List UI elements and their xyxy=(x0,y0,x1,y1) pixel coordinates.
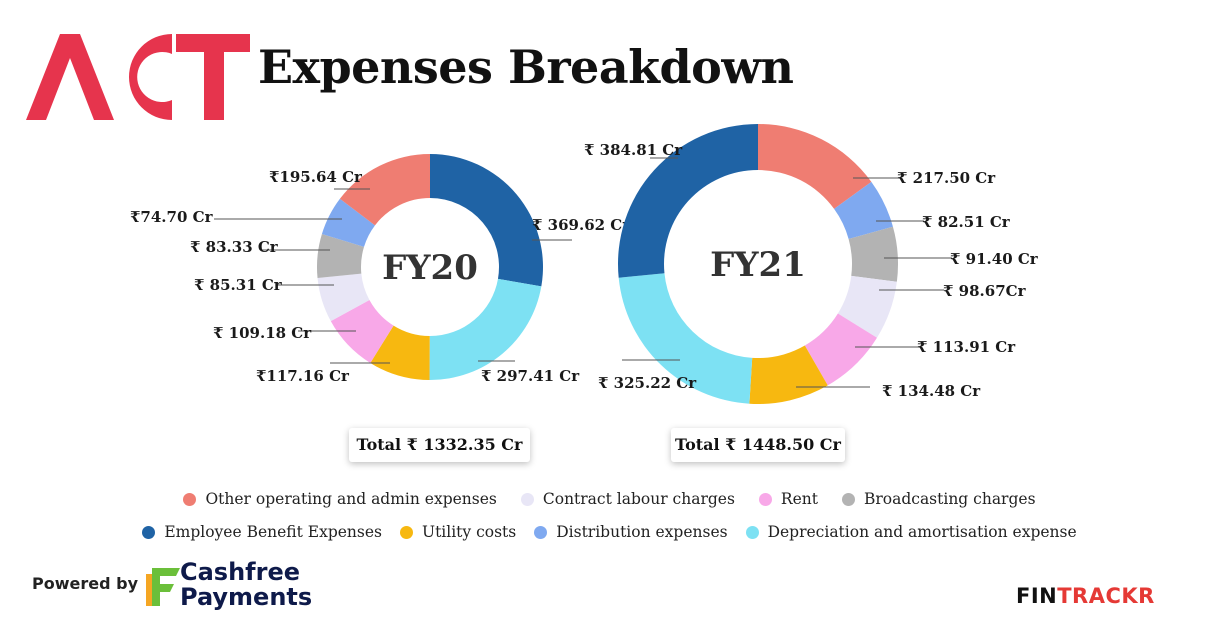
data-label-fy20-broadcasting-charges: ₹ 83.33 Cr xyxy=(190,238,279,256)
data-label-fy20-depreciation-and-amortisation-expense: ₹ 297.41 Cr xyxy=(481,367,580,385)
legend-item-other: Other operating and admin expenses xyxy=(183,490,497,508)
data-label-fy21-employee-benefit-expenses: ₹ 384.81 Cr xyxy=(584,141,683,159)
legend-item-broadcasting: Broadcasting charges xyxy=(841,490,1036,508)
data-label-fy21-broadcasting-charges: ₹ 91.40 Cr xyxy=(950,250,1039,268)
slice-fy21-distribution-expenses xyxy=(834,181,893,239)
donut-title-fy21: FY21 xyxy=(710,245,806,285)
legend-label-contract: Contract labour charges xyxy=(542,490,735,508)
legend-label-distribution: Distribution expenses xyxy=(556,523,728,541)
legend-item-rent: Rent xyxy=(758,490,818,508)
fy21-total-box: Total ₹ 1448.50 Cr xyxy=(671,428,845,462)
slice-fy21-broadcasting-charges xyxy=(848,226,898,282)
legend-dot-contract xyxy=(520,492,534,506)
fy20-total-box: Total ₹ 1332.35 Cr xyxy=(349,428,530,462)
legend-dot-employee xyxy=(142,525,156,539)
data-label-fy21-distribution-expenses: ₹ 82.51 Cr xyxy=(922,213,1011,231)
powered-by-label: Powered by xyxy=(32,574,138,593)
legend-dot-other xyxy=(183,492,197,506)
data-label-fy21-depreciation-and-amortisation-expense: ₹ 325.22 Cr xyxy=(598,374,697,392)
donut-title-fy20: FY20 xyxy=(382,248,478,288)
cashfree-line1: Cashfree xyxy=(180,558,301,586)
data-label-fy21-contract-labour-charges: ₹ 98.67Cr xyxy=(943,282,1027,300)
fintrackr-logo: FINTRACKR xyxy=(1016,584,1155,608)
slice-fy20-broadcasting-charges xyxy=(316,234,364,278)
slice-fy21-contract-labour-charges xyxy=(837,275,897,338)
data-label-fy21-other-operating-and-admin-expenses: ₹ 217.50 Cr xyxy=(897,169,996,187)
legend-label-employee: Employee Benefit Expenses xyxy=(164,523,382,541)
data-label-fy20-rent: ₹ 109.18 Cr xyxy=(213,324,312,342)
page-title: Expenses Breakdown xyxy=(258,40,794,94)
slice-fy21-rent xyxy=(804,313,877,386)
legend-dot-rent xyxy=(758,492,772,506)
legend-row-1: Other operating and admin expenses Contr… xyxy=(0,490,1219,508)
legend-dot-depreciation xyxy=(745,525,759,539)
legend-label-broadcasting: Broadcasting charges xyxy=(863,490,1036,508)
fintrackr-part1: FIN xyxy=(1016,584,1058,608)
legend-item-utility: Utility costs xyxy=(400,523,516,541)
legend-label-utility: Utility costs xyxy=(422,523,517,541)
legend-item-distribution: Distribution expenses xyxy=(534,523,728,541)
cashfree-wordmark: Cashfree Payments xyxy=(180,560,312,610)
slice-fy21-employee-benefit-expenses xyxy=(618,124,758,278)
slice-fy21-utility-costs xyxy=(749,345,828,405)
data-label-fy20-utility-costs: ₹117.16 Cr xyxy=(256,367,350,385)
legend-label-depreciation: Depreciation and amortisation expense xyxy=(767,523,1077,541)
donut-fy20: FY20 ₹ 369.62 Cr ₹ 297.41 Cr ₹117.16 Cr ₹ 10… xyxy=(130,154,631,385)
slice-fy20-employee-benefit-expenses xyxy=(430,154,543,287)
slice-fy20-depreciation-and-amortisation-expense xyxy=(429,278,542,380)
slice-fy21-other-operating-and-admin-expenses xyxy=(758,124,872,209)
slice-fy20-utility-costs xyxy=(370,325,430,380)
legend-row-2: Employee Benefit Expenses Utility costs … xyxy=(0,523,1219,541)
data-label-fy20-contract-labour-charges: ₹ 85.31 Cr xyxy=(194,276,283,294)
legend-label-other: Other operating and admin expenses xyxy=(205,490,497,508)
data-label-fy21-rent: ₹ 113.91 Cr xyxy=(917,338,1016,356)
legend-item-employee: Employee Benefit Expenses xyxy=(142,523,382,541)
data-label-fy21-utility-costs: ₹ 134.48 Cr xyxy=(882,382,981,400)
legend-item-depreciation: Depreciation and amortisation expense xyxy=(745,523,1077,541)
slice-fy20-other-operating-and-admin-expenses xyxy=(339,154,430,226)
legend-label-rent: Rent xyxy=(780,490,818,508)
legend-dot-distribution xyxy=(534,525,548,539)
legend-dot-broadcasting xyxy=(841,492,855,506)
data-label-fy20-other-operating-and-admin-expenses: ₹195.64 Cr xyxy=(269,168,363,186)
data-label-fy20-employee-benefit-expenses: ₹ 369.62 Cr xyxy=(532,216,631,234)
data-label-fy20-distribution-expenses: ₹74.70 Cr xyxy=(130,208,214,226)
slice-fy20-rent xyxy=(330,300,394,363)
cashfree-logo-icon xyxy=(146,568,180,606)
legend-dot-utility xyxy=(400,525,413,539)
slice-fy20-distribution-expenses xyxy=(321,198,375,247)
legend-item-contract: Contract labour charges xyxy=(520,490,735,508)
donut-fy21: FY21 ₹ 217.50 Cr ₹ 82.51 Cr ₹ 91.40 Cr ₹ 98.… xyxy=(584,124,1039,405)
cashfree-line2: Payments xyxy=(180,583,313,611)
slice-fy21-depreciation-and-amortisation-expense xyxy=(618,273,753,404)
act-logo xyxy=(26,34,250,120)
fintrackr-part2: TRACKR xyxy=(1057,584,1155,608)
slice-fy20-contract-labour-charges xyxy=(317,273,370,322)
